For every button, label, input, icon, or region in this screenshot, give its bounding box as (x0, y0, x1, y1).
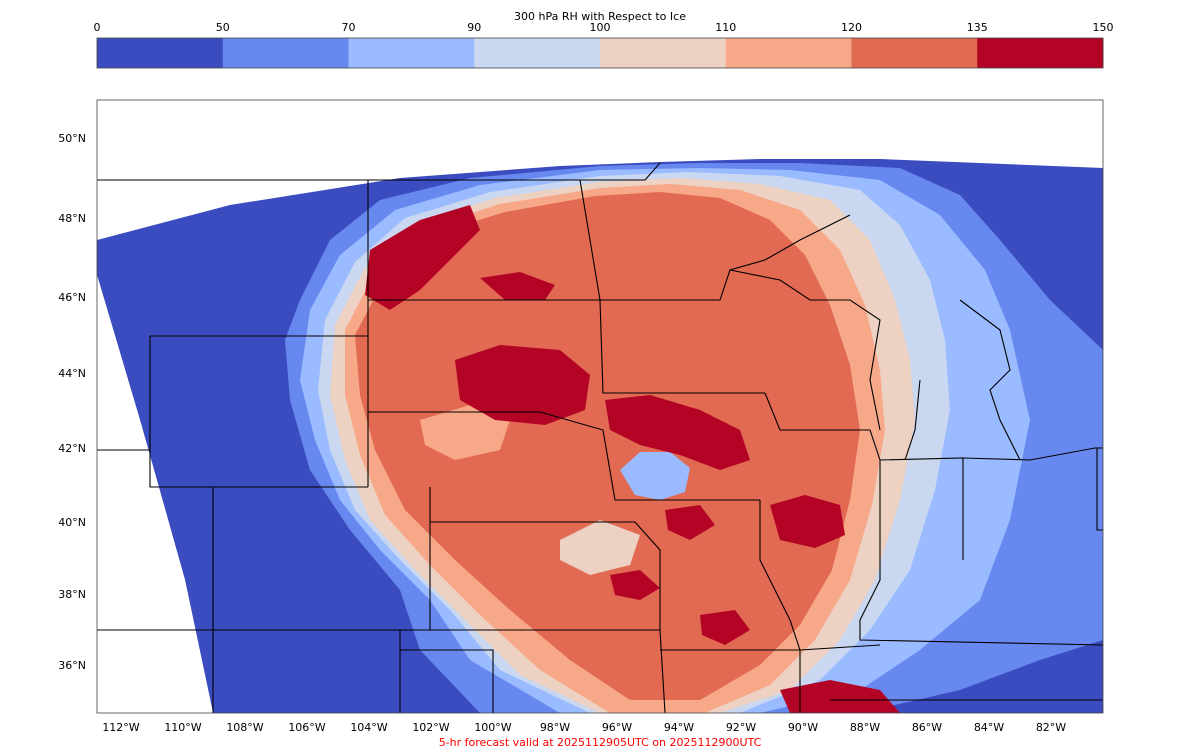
latitude-label: 50°N (58, 132, 86, 145)
colorbar-segment (851, 38, 978, 68)
rh-patch-cool-1 (620, 452, 690, 500)
colorbar-frame (96, 37, 1104, 69)
latitude-label: 38°N (58, 588, 86, 601)
colorbar-title: 300 hPa RH with Respect to Ice (514, 10, 686, 23)
rh-core-4 (770, 495, 845, 548)
longitude-label: 110°W (164, 721, 201, 734)
latitude-label: 48°N (58, 212, 86, 225)
longitude-label: 102°W (412, 721, 449, 734)
colorbar-segment (474, 38, 601, 68)
colorbar-segment (725, 38, 852, 68)
colorbar-tick-label: 100 (590, 21, 611, 34)
longitude-label: 104°W (350, 721, 387, 734)
colorbar-segment (348, 38, 475, 68)
rh-core-6 (610, 570, 660, 600)
longitude-label: 108°W (226, 721, 263, 734)
rh-band-120-135 (355, 192, 860, 700)
latitude-label: 36°N (58, 659, 86, 672)
domain-outside-west (97, 275, 213, 713)
longitude-label: 82°W (1036, 721, 1066, 734)
colorbar-tick-label: 110 (715, 21, 736, 34)
rh-patch-cool-3 (420, 405, 510, 460)
longitude-label: 92°W (726, 721, 756, 734)
colorbar-tick-label: 135 (967, 21, 988, 34)
colorbar-segment (600, 38, 727, 68)
colorbar-segments (97, 38, 1104, 68)
rh-field (97, 159, 1103, 713)
latitude-labels: 50°N 48°N 46°N 44°N 42°N 40°N 38°N 36°N (58, 132, 86, 672)
colorbar-segment (97, 38, 224, 68)
latitude-label: 40°N (58, 516, 86, 529)
longitude-label: 90°W (788, 721, 818, 734)
rh-patch-cool-2 (560, 520, 640, 575)
colorbar-segment (977, 38, 1104, 68)
colorbar-tick-label: 0 (94, 21, 101, 34)
colorbar-ticks: 0 50 70 90 100 110 120 135 150 (94, 21, 1114, 34)
colorbar: 300 hPa RH with Respect to Ice 0 50 70 90 10… (94, 10, 1114, 69)
latitude-label: 46°N (58, 291, 86, 304)
rh-core-7 (665, 505, 715, 540)
colorbar-segment (222, 38, 349, 68)
longitude-label: 86°W (912, 721, 942, 734)
longitude-label: 98°W (540, 721, 570, 734)
forecast-caption: 5-hr forecast valid at 2025112905UTC on … (439, 736, 762, 749)
rh-core-3 (605, 395, 750, 470)
map-panel: 50°N48°N46°N44°N42°N40°N38°N36°N 112°W 11… (58, 99, 1104, 734)
rh-core-5 (480, 272, 555, 300)
longitude-label: 106°W (288, 721, 325, 734)
colorbar-tick-label: 70 (342, 21, 356, 34)
map-frame (96, 99, 1104, 714)
longitude-label: 112°W (102, 721, 139, 734)
rh-core-8 (700, 610, 750, 645)
rh-core-2 (455, 345, 590, 425)
colorbar-tick-label: 120 (841, 21, 862, 34)
longitude-label: 84°W (974, 721, 1004, 734)
longitude-label: 94°W (664, 721, 694, 734)
colorbar-tick-label: 50 (216, 21, 230, 34)
longitude-label: 100°W (474, 721, 511, 734)
rh-core-9 (780, 680, 900, 713)
political-boundaries (97, 162, 1103, 713)
colorbar-tick-label: 90 (467, 21, 481, 34)
longitude-label: 96°W (602, 721, 632, 734)
rh-core-1 (365, 205, 480, 310)
colorbar-tick-label: 150 (1093, 21, 1114, 34)
longitude-label: 88°W (850, 721, 880, 734)
latitude-label: 42°N (58, 442, 86, 455)
latitude-label: 44°N (58, 367, 86, 380)
longitude-labels: 112°W 110°W 108°W 106°W 104°W 102°W 100°W 98°W 9… (102, 721, 1066, 734)
